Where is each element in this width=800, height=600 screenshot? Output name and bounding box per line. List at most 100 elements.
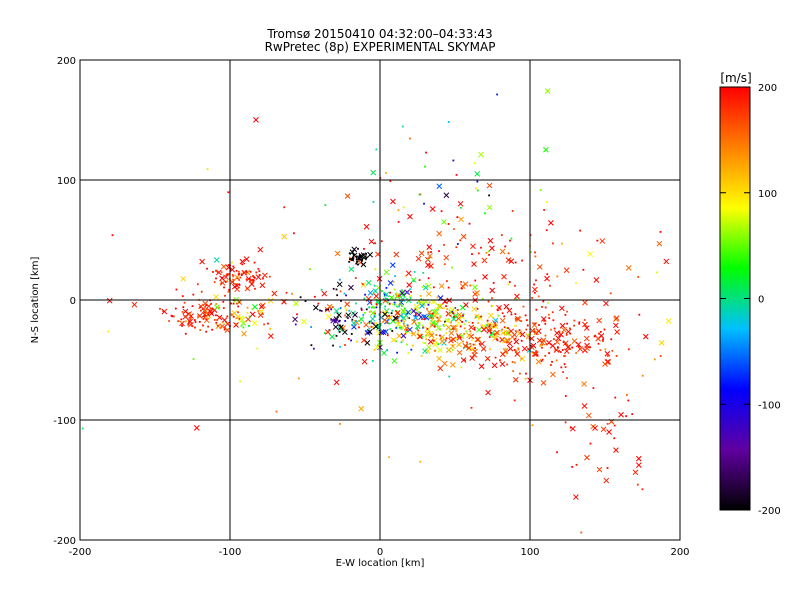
scatter-point-cross [426, 244, 433, 250]
scatter-point-dot [395, 326, 398, 329]
scatter-point-dot [296, 313, 298, 316]
scatter-point-dot [446, 280, 448, 283]
scatter-point-cross [213, 257, 220, 263]
scatter-point-dot [578, 321, 581, 324]
scatter-point-cross [435, 303, 442, 310]
scatter-point-dot [394, 275, 397, 278]
scatter-point-dot [474, 347, 476, 350]
scatter-point-dot [361, 283, 364, 285]
scatter-point-cross [361, 358, 368, 365]
scatter-point-dot [438, 250, 440, 253]
scatter-point-dot [606, 467, 609, 469]
scatter-point-dot [468, 321, 471, 324]
colorbar-tick-label: 200 [758, 83, 777, 94]
scatter-point-cross [575, 341, 582, 348]
scatter-point-dot [246, 312, 249, 314]
scatter-point-cross [573, 494, 579, 500]
scatter-point-dot [189, 317, 192, 319]
scatter-point-cross [196, 313, 203, 319]
scatter-point-cross [600, 426, 607, 433]
scatter-point-dot [180, 321, 183, 323]
scatter-point-dot [425, 335, 428, 338]
scatter-point-dot [476, 307, 479, 310]
scatter-point-cross [214, 304, 220, 311]
scatter-point-dot [332, 287, 335, 290]
scatter-point-dot [209, 307, 212, 310]
scatter-point-cross [466, 332, 473, 339]
scatter-point-dot [230, 313, 233, 316]
scatter-point-dot [338, 331, 341, 333]
scatter-point-cross [321, 290, 328, 297]
scatter-point-dot [430, 322, 432, 325]
scatter-point-dot [551, 360, 553, 363]
scatter-point-dot [403, 320, 406, 323]
scatter-point-dot [462, 314, 464, 317]
scatter-point-dot [213, 281, 216, 284]
scatter-point-cross [583, 335, 590, 342]
scatter-point-cross [583, 325, 590, 331]
scatter-point-dot [431, 314, 434, 317]
scatter-point-dot [323, 332, 326, 334]
scatter-point-cross [503, 303, 510, 310]
scatter-point-cross [382, 309, 388, 316]
scatter-point-dot [206, 267, 208, 270]
scatter-point-dot [344, 320, 347, 322]
scatter-point-dot [344, 344, 346, 346]
scatter-point-dot [566, 322, 569, 325]
scatter-point-cross [387, 280, 394, 286]
scatter-point-dot [421, 286, 424, 289]
scatter-point-cross [469, 355, 475, 361]
scatter-point-dot [451, 344, 454, 347]
scatter-point-dot [422, 341, 425, 344]
scatter-point-dot [351, 259, 354, 261]
scatter-point-dot [631, 413, 634, 416]
scatter-point-cross [411, 319, 417, 325]
scatter-point-dot [417, 329, 420, 332]
scatter-point-cross [481, 257, 488, 264]
scatter-point-dot [548, 352, 550, 354]
scatter-point-cross [224, 327, 231, 333]
scatter-point-dot [448, 375, 451, 378]
scatter-point-dot [544, 334, 547, 337]
scatter-point-cross [348, 266, 355, 273]
scatter-point-dot [320, 310, 323, 312]
scatter-point-dot [406, 292, 409, 294]
scatter-point-dot [596, 239, 599, 242]
scatter-point-dot [443, 325, 445, 327]
scatter-point-dot [337, 320, 340, 323]
scatter-point-dot [255, 271, 258, 274]
scatter-point-dot [488, 377, 491, 380]
scatter-point-dot [433, 325, 436, 328]
scatter-point-dot [324, 204, 327, 207]
scatter-point-cross [612, 322, 619, 329]
scatter-point-cross [344, 193, 351, 199]
scatter-point-dot [327, 308, 330, 311]
scatter-point-dot [494, 324, 497, 327]
scatter-point-cross [229, 279, 236, 286]
scatter-point-dot [242, 326, 245, 329]
scatter-point-dot [491, 305, 494, 307]
scatter-point-dot [239, 276, 242, 279]
scatter-point-cross [179, 320, 185, 327]
scatter-point-dot [541, 358, 544, 361]
y-axis-ticks: -200 -100 0 100 200 [53, 56, 86, 547]
scatter-point-dot [535, 279, 537, 282]
scatter-point-dot [525, 328, 528, 331]
scatter-point-dot [555, 359, 558, 362]
scatter-point-dot [659, 231, 662, 233]
scatter-point-cross [449, 307, 456, 313]
scatter-point-dot [580, 531, 583, 534]
scatter-point-dot [350, 333, 353, 335]
scatter-point-cross [536, 264, 543, 270]
scatter-point-dot [614, 396, 617, 399]
scatter-point-dot [351, 318, 354, 321]
scatter-point-dot [181, 324, 183, 327]
scatter-point-cross [501, 273, 507, 280]
scatter-point-dot [540, 360, 543, 362]
scatter-point-cross [234, 274, 240, 281]
scatter-point-dot [389, 180, 392, 183]
scatter-point-dot [269, 327, 272, 330]
scatter-point-cross [413, 303, 420, 310]
scatter-point-cross [565, 344, 571, 351]
scatter-point-dot [490, 297, 493, 299]
